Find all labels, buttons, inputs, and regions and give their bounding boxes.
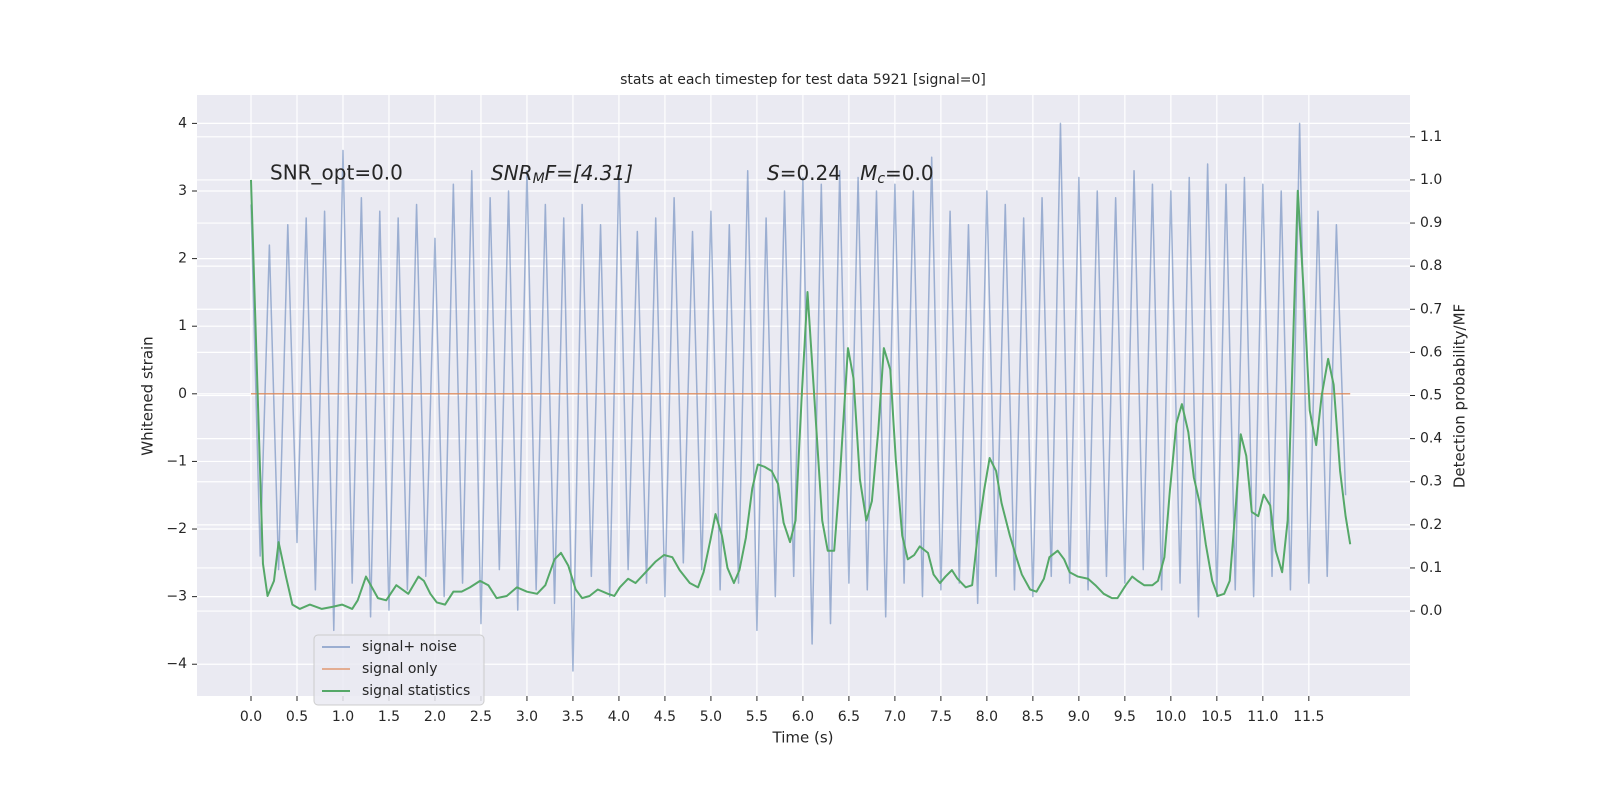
x-tick-label: 0.5: [286, 709, 308, 725]
x-tick-label: 10.5: [1201, 709, 1232, 725]
y-axis-label: Whitened strain: [139, 336, 157, 455]
marks: [249, 122, 1352, 672]
annotation-part: M: [860, 161, 877, 185]
x-tick-label: 9.5: [1114, 709, 1136, 725]
y-tick-label: −1: [166, 453, 187, 469]
x-tick-label: 5.5: [746, 709, 768, 725]
x-tick-label: 1.5: [378, 709, 400, 725]
legend-label: signal only: [362, 661, 437, 677]
y2-tick-label: 1.1: [1420, 129, 1442, 145]
y2-tick-label: 0.5: [1420, 388, 1442, 404]
x-tick-label: 5.0: [700, 709, 722, 725]
y-tick-label: 1: [178, 318, 187, 334]
y2-tick-label: 0.3: [1420, 474, 1442, 490]
chart-title: stats at each timestep for test data 592…: [620, 72, 986, 88]
x-tick-label: 7.0: [884, 709, 906, 725]
annotation-part: =0.0: [885, 161, 934, 185]
legend-box: [313, 634, 485, 706]
x-tick-label: 7.5: [930, 709, 952, 725]
x-tick-label: 4.0: [608, 709, 630, 725]
annotation-part: S: [767, 161, 780, 185]
x-tick-label: 4.5: [654, 709, 676, 725]
annotation: SNR_opt=0.0: [270, 161, 403, 185]
x-tick-label: 11.0: [1247, 709, 1278, 725]
y2-tick-label: 0.9: [1420, 215, 1442, 231]
legend: signal+ noise signal only signal statistic…: [313, 634, 485, 706]
y2-tick-label: 0.2: [1420, 517, 1442, 533]
y-tick-label: −2: [166, 521, 187, 537]
x-tick-label: 0.0: [240, 709, 262, 725]
x-tick-label: 1.0: [332, 709, 354, 725]
x-tick-label: 9.0: [1068, 709, 1090, 725]
x-tick-label: 11.5: [1293, 709, 1324, 725]
annotation-part: F=[4.31]: [545, 161, 633, 185]
x-tick-label: 6.5: [838, 709, 860, 725]
x-tick-label: 6.0: [792, 709, 814, 725]
x-tick-label: 8.0: [976, 709, 998, 725]
legend-label: signal+ noise: [362, 639, 457, 655]
axes: 0.0 0.5 1.0 1.5 2.0 2.5 3.0 3.5 4.0 4.5 5.0 5.5 6.0 6…: [166, 115, 1442, 725]
x-tick-label: 2.0: [424, 709, 446, 725]
y-tick-label: 4: [178, 115, 187, 131]
x-tick-label: 8.5: [1022, 709, 1044, 725]
legend-label: signal statistics: [362, 683, 470, 699]
y-tick-label: −3: [166, 589, 187, 605]
y2-tick-label: 0.0: [1420, 603, 1442, 619]
annotation: SNRMF=[4.31]: [491, 161, 633, 188]
x-tick-label: 3.0: [516, 709, 538, 725]
annotation-part: =0.24: [780, 161, 860, 185]
y2-tick-label: 0.1: [1420, 560, 1442, 576]
x-tick-label: 2.5: [470, 709, 492, 725]
y2-tick-label: 0.6: [1420, 344, 1442, 360]
series-line: [250, 122, 1347, 672]
y2-tick-label: 0.7: [1420, 301, 1442, 317]
y-tick-label: 2: [178, 251, 187, 267]
annotation-part: SNR: [491, 161, 533, 185]
y-tick-label: 0: [178, 386, 187, 402]
y2-tick-label: 1.0: [1420, 172, 1442, 188]
annotation-part: M: [533, 171, 545, 187]
y2-axis-label: Detection probability/MF: [1451, 304, 1469, 488]
y2-tick-label: 0.8: [1420, 258, 1442, 274]
x-axis-label: Time (s): [772, 729, 834, 747]
y-tick-label: −4: [166, 656, 187, 672]
annotation-part: c: [877, 171, 885, 187]
x-tick-label: 3.5: [562, 709, 584, 725]
annotation: S=0.24 Mc=0.0: [767, 161, 934, 188]
y2-tick-label: 0.4: [1420, 431, 1442, 447]
y-tick-label: 3: [178, 183, 187, 199]
x-tick-label: 10.0: [1155, 709, 1186, 725]
series-line: [249, 179, 1352, 610]
